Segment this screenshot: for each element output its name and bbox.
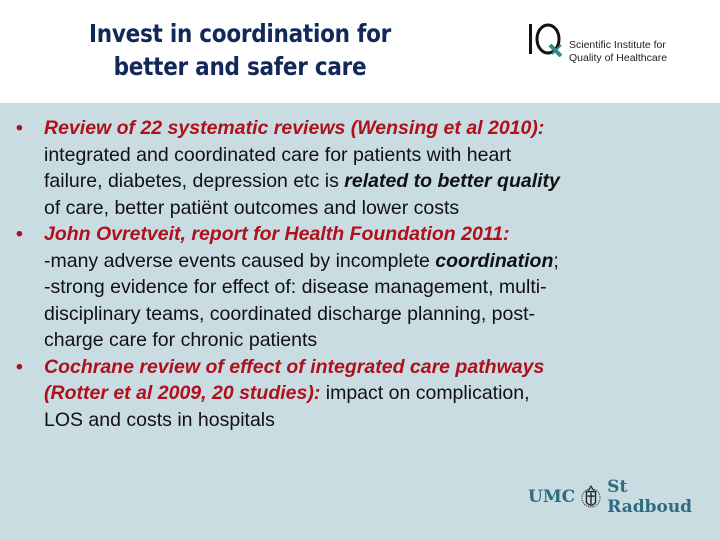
bullet-1-line-2: failure, diabetes, depression etc is rel… (44, 168, 700, 195)
slide-title: Invest in coordination for better and sa… (64, 17, 416, 83)
bullet-1-line-1: integrated and coordinated care for pati… (44, 143, 512, 166)
bullet-3-lead-tail: impact on complication, (320, 382, 530, 404)
bullet-2-lead: John Ovretveit, report for Health Founda… (44, 223, 510, 245)
bullet-1-emphasis: related to better quality (344, 170, 560, 192)
bullet-1-line-2-text: failure, diabetes, depression etc is (44, 170, 345, 192)
iq-logo: Scientific Institute for Quality of Heal… (528, 23, 708, 67)
bullet-item-3: • Cochrane review of effect of integrate… (0, 354, 720, 434)
bullet-2-line-1: -many adverse events caused by incomplet… (44, 248, 700, 275)
iq-logo-line-2: Quality of Healthcare (569, 52, 668, 64)
bullet-1-line-3: of care, better patiënt outcomes and low… (44, 196, 460, 219)
bullet-2-line-1-after: ; (553, 249, 559, 272)
umc-st-radboud-logo: UMC St Radboud (528, 477, 708, 517)
bullet-3-lead-line-2: (Rotter et al 2009, 20 studies): (44, 382, 321, 404)
bullet-3-line-3: LOS and costs in hospitals (44, 408, 275, 431)
iq-logo-line-1: Scientific Institute for (569, 39, 666, 51)
bullet-item-1: • Review of 22 systematic reviews (Wensi… (0, 115, 720, 221)
iq-logo-icon (529, 23, 563, 57)
bullet-2-line-4: charge care for chronic patients (44, 329, 318, 351)
bullet-2-line-2: -strong evidence for effect of: disease … (44, 276, 547, 298)
bullet-icon: • (16, 117, 23, 139)
bullet-3-line-2: (Rotter et al 2009, 20 studies): impact … (44, 380, 700, 407)
bullet-2-line-1-text: -many adverse events caused by incomplet… (44, 249, 436, 272)
bullet-list: • Review of 22 systematic reviews (Wensi… (0, 115, 720, 433)
bullet-2-line-3: disciplinary teams, coordinated discharg… (44, 302, 536, 325)
bullet-1-lead: Review of 22 systematic reviews (Wensing… (44, 117, 545, 139)
crest-icon (581, 485, 601, 508)
umc-logo-left-text: UMC (528, 487, 576, 507)
bullet-3-lead-line-1: Cochrane review of effect of integrated … (44, 355, 545, 378)
bullet-2-emphasis: coordination (435, 249, 554, 272)
bullet-icon: • (16, 355, 23, 378)
title-line-1: Invest in coordination for (88, 19, 392, 48)
umc-logo-right-text: St Radboud (607, 477, 693, 517)
bullet-item-2: • John Ovretveit, report for Health Foun… (0, 221, 720, 354)
iq-logo-text: Scientific Institute for Quality of Heal… (569, 39, 667, 65)
slide-header: Invest in coordination for better and sa… (0, 0, 720, 103)
title-line-2: better and safer care (113, 52, 367, 81)
bullet-icon: • (16, 223, 23, 245)
